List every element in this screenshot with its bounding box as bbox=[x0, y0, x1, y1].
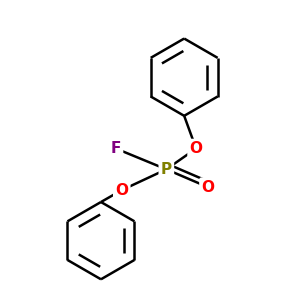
Text: F: F bbox=[111, 141, 121, 156]
Text: O: O bbox=[190, 141, 202, 156]
Text: O: O bbox=[202, 180, 214, 195]
Text: O: O bbox=[115, 183, 128, 198]
Text: P: P bbox=[161, 162, 172, 177]
